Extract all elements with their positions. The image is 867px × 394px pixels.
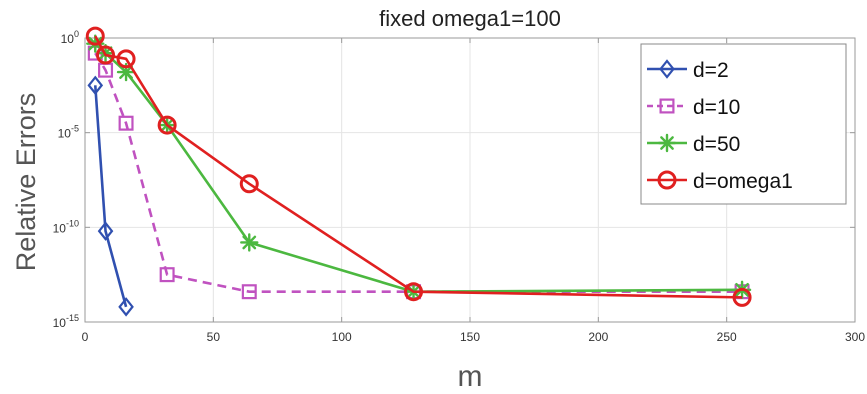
legend-label: d=omega1 — [693, 170, 793, 193]
data-point-d-omega1 — [116, 49, 136, 69]
data-point-d-omega1 — [404, 282, 424, 302]
legend-label: d=2 — [693, 59, 729, 82]
data-point-d-50 — [116, 62, 136, 82]
y-tick-label: 100 — [61, 29, 79, 46]
legend-item-d-omega1: d=omega1 — [647, 170, 793, 193]
legend-marker — [659, 59, 675, 79]
legend-label: d=10 — [693, 96, 740, 119]
x-axis-title: m — [458, 360, 483, 393]
legend: d=2 d=10 d=50 d=omega1 — [640, 43, 847, 205]
x-tick-label: 300 — [845, 330, 865, 344]
series-line-d-2 — [93, 85, 128, 308]
x-tick-label: 100 — [332, 330, 352, 344]
x-tick-label: 0 — [82, 330, 89, 344]
y-tick-label: 10-10 — [53, 218, 79, 235]
x-tick-label: 250 — [717, 330, 737, 344]
data-point-d-omega1 — [96, 45, 116, 65]
legend-marker — [657, 170, 677, 190]
y-tick-label: 10-15 — [53, 313, 79, 330]
x-tick-label: 150 — [460, 330, 480, 344]
legend-marker — [659, 98, 675, 114]
legend-marker — [657, 133, 677, 153]
legend-item-d-2: d=2 — [647, 59, 729, 82]
data-point-d-10 — [159, 267, 175, 283]
series-layer — [85, 26, 752, 317]
data-point-d-omega1 — [157, 115, 177, 135]
series-d-omega1 — [85, 26, 752, 307]
data-point-d-10 — [241, 284, 257, 300]
legend-label: d=50 — [693, 133, 740, 156]
data-point-d-omega1 — [85, 26, 105, 46]
legend-item-d-10: d=10 — [647, 96, 740, 119]
data-point-d-omega1 — [732, 287, 752, 307]
y-tick-label: 10-5 — [58, 124, 79, 141]
data-point-d-2 — [97, 221, 114, 241]
legend-item-d-50: d=50 — [647, 133, 740, 156]
x-tick-label: 50 — [207, 330, 221, 344]
data-point-d-2 — [118, 297, 134, 317]
chart-title: fixed omega1=100 — [379, 6, 561, 31]
series-d-2 — [87, 75, 134, 317]
x-tick-label: 200 — [588, 330, 608, 344]
data-point-d-omega1 — [239, 174, 259, 194]
series-line-d-omega1 — [94, 35, 743, 299]
data-point-d-2 — [87, 75, 104, 96]
data-point-d-50 — [240, 233, 259, 252]
data-point-d-10 — [118, 115, 134, 131]
tick-labels-layer: 0 50 100 150 200 250 300 100 10-5 10-10 10-15 — [53, 29, 866, 344]
y-axis-title: Relative Errors — [11, 93, 41, 272]
